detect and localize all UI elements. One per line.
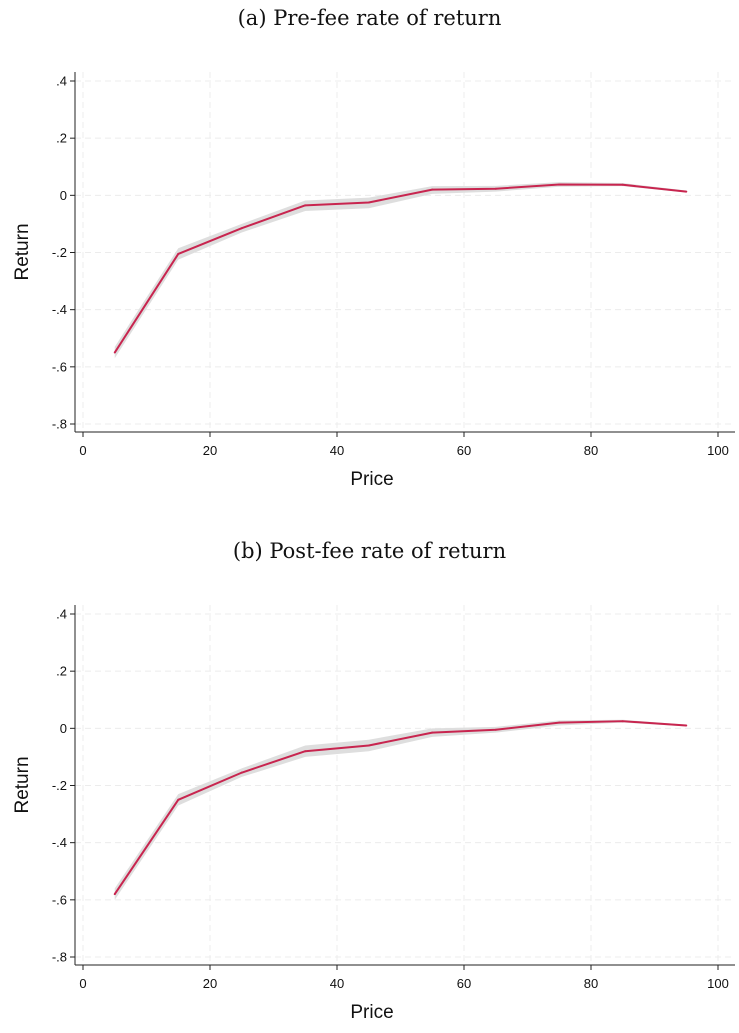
data-point [558, 721, 561, 724]
data-point [494, 728, 497, 731]
x-tick-label: 80 [584, 443, 598, 458]
y-tick-label: -.2 [52, 778, 67, 793]
y-tick-label: -.2 [52, 245, 67, 260]
data-point [177, 798, 180, 801]
x-tick-label: 0 [79, 976, 86, 991]
x-tick-label: 100 [707, 976, 729, 991]
data-point [685, 190, 688, 193]
x-tick-label: 100 [707, 443, 729, 458]
data-point [494, 187, 497, 190]
y-tick-label: -.4 [52, 302, 67, 317]
data-point [558, 183, 561, 186]
y-tick-label: -.4 [52, 835, 67, 850]
x-tick-label: 20 [203, 443, 217, 458]
x-tick-label: 0 [79, 443, 86, 458]
data-point [431, 731, 434, 734]
chart-panel-b: (b) Post-fee rate of return -.8 -.6 -.4 -.2… [0, 533, 739, 1033]
chart-panel-a: (a) Pre-fee rate of return -.8 -.6 -.4 -.2 0… [0, 0, 739, 500]
x-axis-title: Price [350, 469, 393, 490]
data-point [367, 744, 370, 747]
y-tick-label: -.8 [52, 950, 67, 965]
data-point [621, 183, 624, 186]
x-axis-title: Price [350, 1002, 393, 1023]
series-line [113, 183, 687, 354]
y-tick-label: 0 [60, 721, 67, 736]
y-tick-label: .2 [56, 131, 67, 146]
y-tick-label: 0 [60, 188, 67, 203]
chart-title-b: (b) Post-fee rate of return [232, 539, 507, 563]
data-point [240, 227, 243, 230]
data-point [240, 771, 243, 774]
chart-a: -.8 -.6 -.4 -.2 0 .2 .4 0 20 40 60 80 100 Price Return [12, 72, 735, 490]
x-tick-label: 80 [584, 976, 598, 991]
data-point [367, 201, 370, 204]
y-tick-label: -.6 [52, 359, 67, 374]
chart-title-a: (a) Pre-fee rate of return [237, 6, 502, 30]
series-line [113, 720, 687, 895]
chart-b: -.8 -.6 -.4 -.2 0 .2 .4 0 20 40 60 80 100 Price Return [12, 605, 735, 1023]
confidence-band [114, 719, 687, 900]
data-point [431, 188, 434, 191]
y-tick-label: -.8 [52, 417, 67, 432]
y-tick-label: .2 [56, 664, 67, 679]
y-axis-title: Return [12, 223, 33, 280]
x-tick-label: 60 [457, 976, 471, 991]
y-tick-label: .4 [56, 74, 67, 89]
data-point [685, 724, 688, 727]
y-axis-title: Return [12, 756, 33, 813]
data-point [113, 893, 116, 896]
data-point [304, 204, 307, 207]
x-tick-label: 40 [330, 443, 344, 458]
confidence-band [114, 182, 687, 359]
data-point [621, 720, 624, 723]
data-point [304, 750, 307, 753]
data-point [113, 351, 116, 354]
y-tick-label: -.6 [52, 892, 67, 907]
x-tick-label: 40 [330, 976, 344, 991]
x-tick-label: 20 [203, 976, 217, 991]
data-point [177, 252, 180, 255]
x-tick-label: 60 [457, 443, 471, 458]
y-tick-label: .4 [56, 607, 67, 622]
